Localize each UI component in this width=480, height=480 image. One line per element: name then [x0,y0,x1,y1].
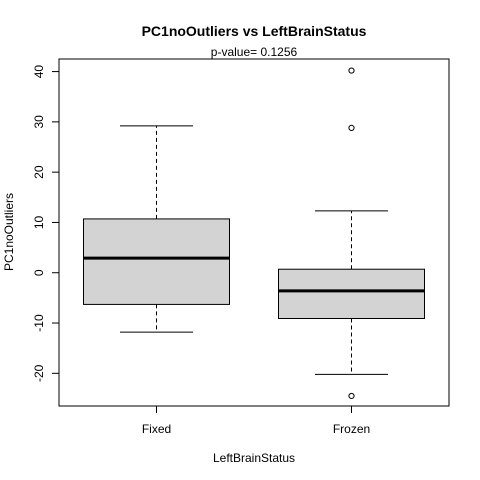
x-tick-label: Fixed [142,422,171,436]
x-axis-label: LeftBrainStatus [213,451,295,465]
y-tick-label: -20 [32,364,46,382]
box-group [278,67,425,400]
outlier-point [348,67,355,74]
y-tick-label: 0 [32,269,46,276]
chart-subtitle: p-value= 0.1256 [211,45,298,59]
boxes-layer [83,67,425,400]
x-tick-label: Frozen [333,422,370,436]
y-tick-label: 20 [32,165,46,179]
chart-title: PC1noOutliers vs LeftBrainStatus [142,23,367,39]
x-axis: Fixed Frozen [142,405,370,436]
y-tick-label: 40 [32,65,46,79]
y-tick-label: 30 [32,115,46,129]
y-axis-label: PC1noOutliers [2,193,16,271]
box-group [83,125,230,333]
outlier-point [348,124,355,131]
y-axis: -20 -10 0 10 20 30 40 [32,65,60,382]
outlier-point [348,392,355,400]
y-tick-label: -10 [32,314,46,332]
y-tick-label: 10 [32,215,46,229]
box-iqr [278,268,425,319]
box-iqr [83,218,230,305]
